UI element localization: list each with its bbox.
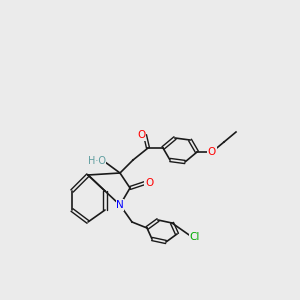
Text: O: O <box>145 178 153 188</box>
Text: N: N <box>116 200 124 210</box>
Text: Cl: Cl <box>190 232 200 242</box>
Text: O: O <box>208 147 216 157</box>
Text: O: O <box>137 130 145 140</box>
Text: H·O: H·O <box>88 156 106 166</box>
